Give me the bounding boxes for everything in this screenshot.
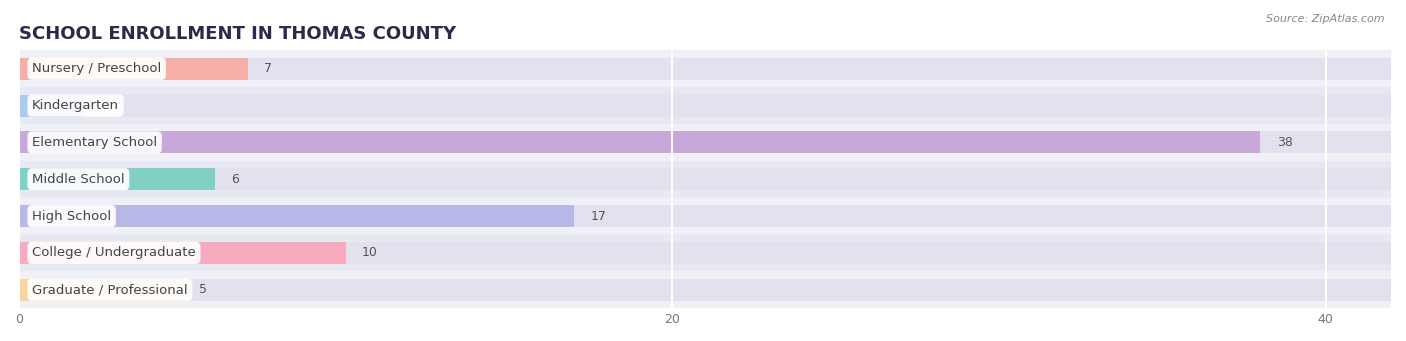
Bar <box>20 279 1391 301</box>
Bar <box>20 168 215 190</box>
Text: Middle School: Middle School <box>32 173 125 186</box>
Text: 6: 6 <box>232 173 239 186</box>
Text: Elementary School: Elementary School <box>32 136 157 149</box>
Text: SCHOOL ENROLLMENT IN THOMAS COUNTY: SCHOOL ENROLLMENT IN THOMAS COUNTY <box>20 25 456 43</box>
Bar <box>20 279 183 301</box>
Bar <box>20 242 346 264</box>
Bar <box>20 94 84 117</box>
Bar <box>20 271 1391 308</box>
Bar <box>20 87 1391 124</box>
Text: Nursery / Preschool: Nursery / Preschool <box>32 62 162 75</box>
Bar <box>20 168 1391 190</box>
Text: College / Undergraduate: College / Undergraduate <box>32 247 195 260</box>
Bar <box>20 131 1391 153</box>
Text: 10: 10 <box>361 247 378 260</box>
Bar <box>20 58 247 80</box>
Text: 17: 17 <box>591 210 606 223</box>
Bar <box>20 124 1391 161</box>
Bar <box>20 205 574 227</box>
Bar <box>20 58 1391 80</box>
Text: 2: 2 <box>101 99 108 112</box>
Bar <box>20 131 1260 153</box>
Text: Kindergarten: Kindergarten <box>32 99 120 112</box>
Bar <box>20 94 1391 117</box>
Bar <box>20 198 1391 235</box>
Text: 38: 38 <box>1277 136 1292 149</box>
Text: Graduate / Professional: Graduate / Professional <box>32 283 187 296</box>
Text: Source: ZipAtlas.com: Source: ZipAtlas.com <box>1267 14 1385 24</box>
Text: High School: High School <box>32 210 111 223</box>
Bar <box>20 50 1391 87</box>
Bar <box>20 161 1391 198</box>
Text: 7: 7 <box>264 62 271 75</box>
Text: 5: 5 <box>198 283 207 296</box>
Bar <box>20 235 1391 271</box>
Bar <box>20 205 1391 227</box>
Bar <box>20 242 1391 264</box>
